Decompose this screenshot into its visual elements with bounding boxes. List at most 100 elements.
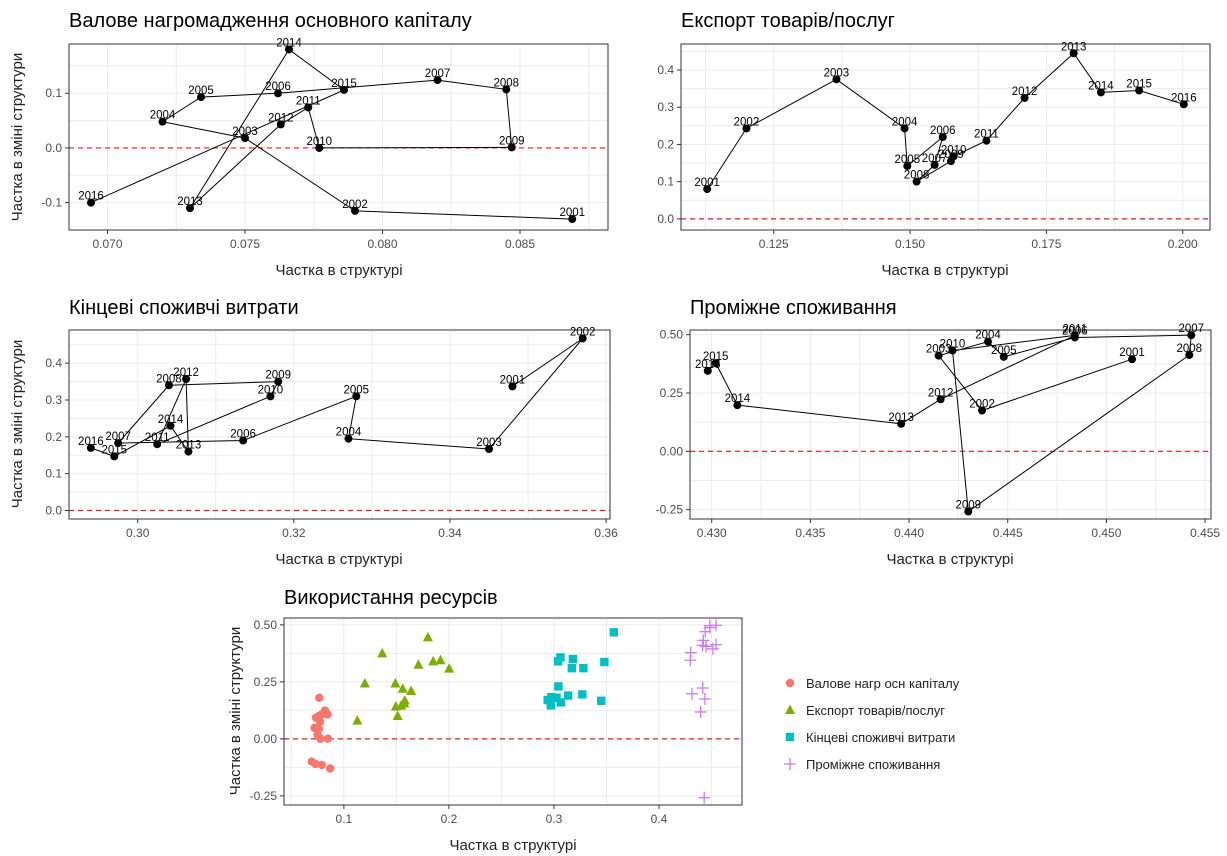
data-point-2005: [197, 93, 205, 102]
data-point-2002: [351, 206, 359, 215]
data-point-2015: [340, 85, 348, 94]
combined-point-square-2010: [567, 663, 577, 673]
data-point-2008: [502, 85, 511, 94]
data-point-2003: [484, 445, 493, 453]
point-label: 2014: [1088, 80, 1114, 92]
point-label: 2005: [188, 85, 214, 97]
x-axis-label: Частка в структурі: [886, 551, 1013, 568]
data-point-2013: [186, 204, 194, 213]
legend-label: Валове нагр осн капіталу: [806, 676, 960, 691]
point-label: 2013: [176, 440, 202, 452]
point-label: 2002: [969, 399, 995, 411]
point-label: 2008: [493, 77, 519, 89]
data-point-2007: [114, 439, 123, 448]
panel-border: [68, 43, 609, 231]
point-label: 2008: [156, 373, 182, 385]
data-point-2001: [703, 185, 712, 194]
x-tick-label: 0.430: [697, 526, 727, 540]
point-label: 2005: [895, 154, 921, 166]
legend-key-square: [785, 732, 795, 742]
point-label: 2001: [694, 177, 720, 189]
combined-point-triangle-2001: [352, 715, 363, 725]
combined-point-square-2016: [543, 695, 552, 705]
x-tick-label: 0.2: [441, 812, 458, 826]
point-label: 2007: [922, 153, 948, 165]
trajectory-path: [707, 334, 1192, 513]
x-axis-label: Частка в структурі: [275, 551, 402, 568]
x-tick-label: 0.175: [1031, 237, 1061, 251]
combined-point-circle-2012: [314, 724, 324, 734]
legend-key-triangle: [785, 704, 795, 714]
x-tick-label: 0.200: [1168, 237, 1198, 251]
y-tick-label: 0.3: [657, 100, 674, 114]
data-point-2010: [949, 152, 958, 161]
y-tick-label: 0.25: [660, 386, 684, 400]
combined-point-plus-2009: [698, 791, 711, 804]
x-axis-label: Частка в структурі: [881, 262, 1008, 279]
data-point-2012: [936, 395, 945, 404]
point-label: 2005: [343, 384, 369, 396]
y-tick-label: 0.3: [45, 393, 62, 407]
point-label: 2006: [265, 81, 291, 93]
trajectory-path: [90, 48, 573, 220]
combined-point-circle-2002: [317, 760, 327, 770]
data-point-2015: [110, 452, 119, 461]
combined-point-square-2015: [546, 701, 556, 710]
x-tick-label: 0.455: [1190, 526, 1220, 540]
point-label: 2009: [955, 500, 981, 512]
panel-1: 0.070 0.075 0.080 0.085 -0.1 0.0 0.1 Валове наг…: [9, 10, 609, 279]
data-point-2015: [1135, 86, 1144, 95]
point-label: 2007: [1178, 323, 1204, 335]
point-label: 2002: [570, 326, 596, 338]
chart-title: Проміжне споживання: [690, 297, 897, 319]
point-label: 2015: [331, 78, 357, 90]
x-tick-label: 0.085: [505, 237, 535, 251]
y-tick-label: 0.0: [45, 504, 62, 518]
x-tick-label: 0.150: [895, 237, 925, 251]
panel-4: 0.430 0.435 0.440 0.445 0.450 0.455 -0.25 0.00 0…: [656, 297, 1221, 568]
panel-3: 0.30 0.32 0.34 0.36 0.0 0.1 0.2 0.3 0.4 Кінцеві с…: [9, 297, 618, 568]
data-point-2011: [304, 103, 313, 112]
legend-label: Кінцеві споживчі витрати: [806, 730, 955, 745]
data-point-2014: [733, 401, 742, 410]
y-tick-label: 0.4: [657, 63, 674, 77]
data-point-2014: [285, 45, 293, 54]
x-tick-label: 0.1: [336, 812, 353, 826]
data-point-2006: [938, 133, 947, 141]
y-tick-label: 0.25: [254, 675, 278, 689]
combined-point-circle-2015: [317, 710, 326, 719]
point-label: 2013: [888, 412, 914, 424]
combined-point-square-2003: [597, 696, 606, 705]
combined-point-square-2012: [556, 653, 565, 662]
combined-point-square-2013: [556, 698, 565, 707]
point-label: 2014: [158, 414, 184, 426]
point-label: 2008: [904, 170, 930, 182]
combined-point-triangle-2015: [435, 654, 446, 665]
point-label: 2013: [177, 196, 203, 208]
chart-title: Кінцеві споживчі витрати: [69, 297, 299, 319]
y-tick-label: 0.00: [254, 732, 278, 746]
data-point-2012: [276, 120, 285, 129]
x-axis-label: Частка в структурі: [275, 262, 402, 279]
panel-border: [680, 43, 1211, 231]
point-label: 2001: [1119, 347, 1145, 359]
x-tick-label: 0.440: [894, 526, 924, 540]
data-point-2004: [158, 117, 167, 126]
combined-point-square-2014: [554, 682, 563, 691]
y-tick-label: -0.1: [41, 196, 62, 210]
y-tick-label: 0.0: [657, 212, 674, 226]
x-tick-label: 0.34: [438, 526, 462, 540]
combined-point-plus-2002: [698, 692, 711, 705]
chart-title: Використання ресурсів: [284, 587, 498, 609]
x-axis-label: Частка в структурі: [449, 837, 576, 854]
x-tick-label: 0.435: [795, 526, 825, 540]
data-point-2001: [508, 382, 517, 391]
point-label: 2011: [145, 432, 170, 444]
combined-point-circle-2016: [307, 757, 316, 766]
combined-point-circle-2008: [323, 710, 332, 719]
data-point-2008: [912, 177, 921, 186]
y-tick-label: -0.25: [250, 789, 278, 803]
point-label: 2007: [105, 431, 131, 443]
data-point-2001: [568, 215, 577, 224]
